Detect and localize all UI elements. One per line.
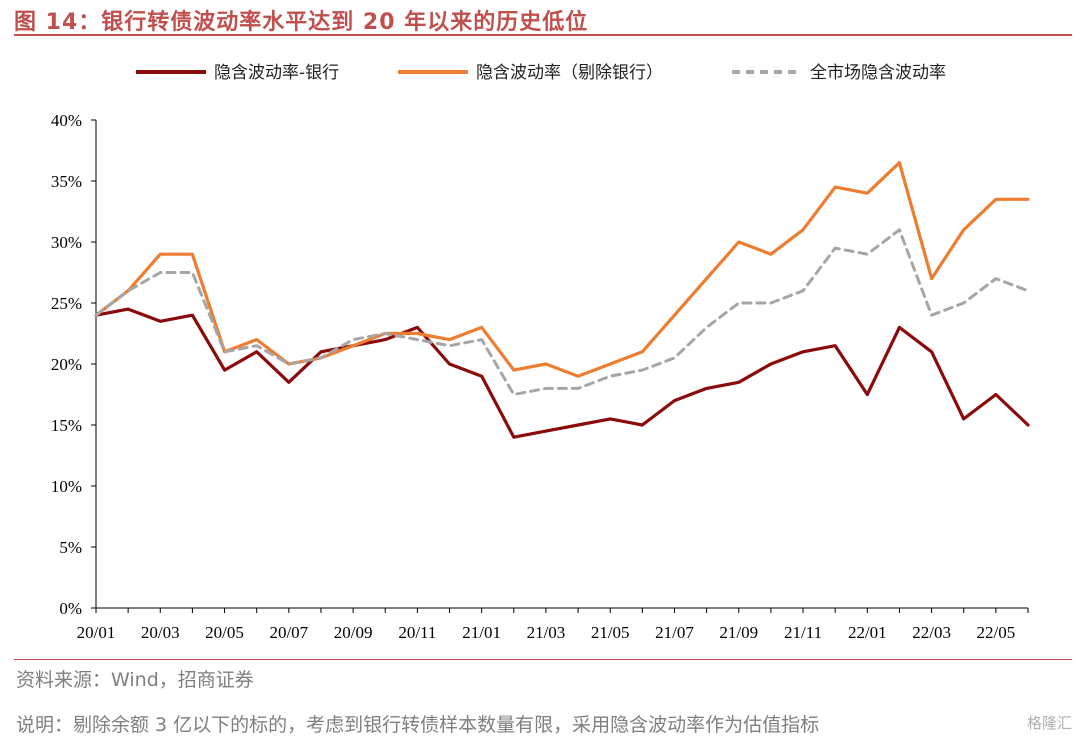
legend: 隐含波动率-银行 隐含波动率（剔除银行） 全市场隐含波动率 <box>136 63 946 83</box>
chart-title: 图 14：银行转债波动率水平达到 20 年以来的历史低位 <box>14 10 589 35</box>
x-tick-label: 21/07 <box>655 623 694 642</box>
x-tick-label: 20/11 <box>398 623 436 642</box>
y-tick-label: 0% <box>59 599 82 618</box>
y-tick-label: 40% <box>51 111 82 130</box>
source-text: 资料来源：Wind，招商证券 <box>16 669 254 691</box>
series-line-2 <box>94 161 1030 378</box>
x-tick-label: 21/01 <box>462 623 501 642</box>
watermark: 格隆汇 <box>1026 714 1072 732</box>
source-divider <box>14 659 1072 660</box>
series-lines <box>94 161 1030 439</box>
legend-label-1: 隐含波动率-银行 <box>214 63 339 83</box>
y-tick-label: 25% <box>51 294 82 313</box>
line-chart: 隐含波动率-银行 隐含波动率（剔除银行） 全市场隐含波动率 0% 5% 10% 15% 20… <box>51 63 1030 642</box>
y-tick-label: 35% <box>51 172 82 191</box>
x-tick-label: 20/09 <box>334 623 373 642</box>
series-line-3 <box>94 228 1030 396</box>
y-tick-label: 10% <box>51 477 82 496</box>
legend-label-2: 隐含波动率（剔除银行） <box>476 63 663 83</box>
note-text: 说明：剔除余额 3 亿以下的标的，考虑到银行转债样本数量有限，采用隐含波动率作为… <box>16 714 820 736</box>
y-tick-label: 30% <box>51 233 82 252</box>
x-tick-label: 22/03 <box>912 623 951 642</box>
x-tick-label: 21/11 <box>784 623 822 642</box>
y-axis: 0% 5% 10% 15% 20% 25% 30% 35% 40% <box>51 111 97 618</box>
y-tick-label: 20% <box>51 355 82 374</box>
x-tick-label: 20/01 <box>77 623 116 642</box>
x-tick-label: 22/05 <box>976 623 1015 642</box>
x-tick-label: 20/05 <box>205 623 244 642</box>
x-axis: 20/01 20/03 20/05 20/07 20/09 20/11 21/01 21/03… <box>77 607 1029 642</box>
x-tick-label: 20/03 <box>141 623 180 642</box>
x-tick-label: 22/01 <box>848 623 887 642</box>
x-tick-label: 21/09 <box>719 623 758 642</box>
y-tick-label: 15% <box>51 416 82 435</box>
legend-label-3: 全市场隐含波动率 <box>810 63 946 83</box>
x-tick-label: 21/03 <box>527 623 566 642</box>
series-line-1 <box>94 307 1030 439</box>
title-divider <box>14 34 1072 36</box>
x-tick-label: 20/07 <box>269 623 308 642</box>
y-tick-label: 5% <box>59 538 82 557</box>
x-tick-label: 21/05 <box>591 623 630 642</box>
